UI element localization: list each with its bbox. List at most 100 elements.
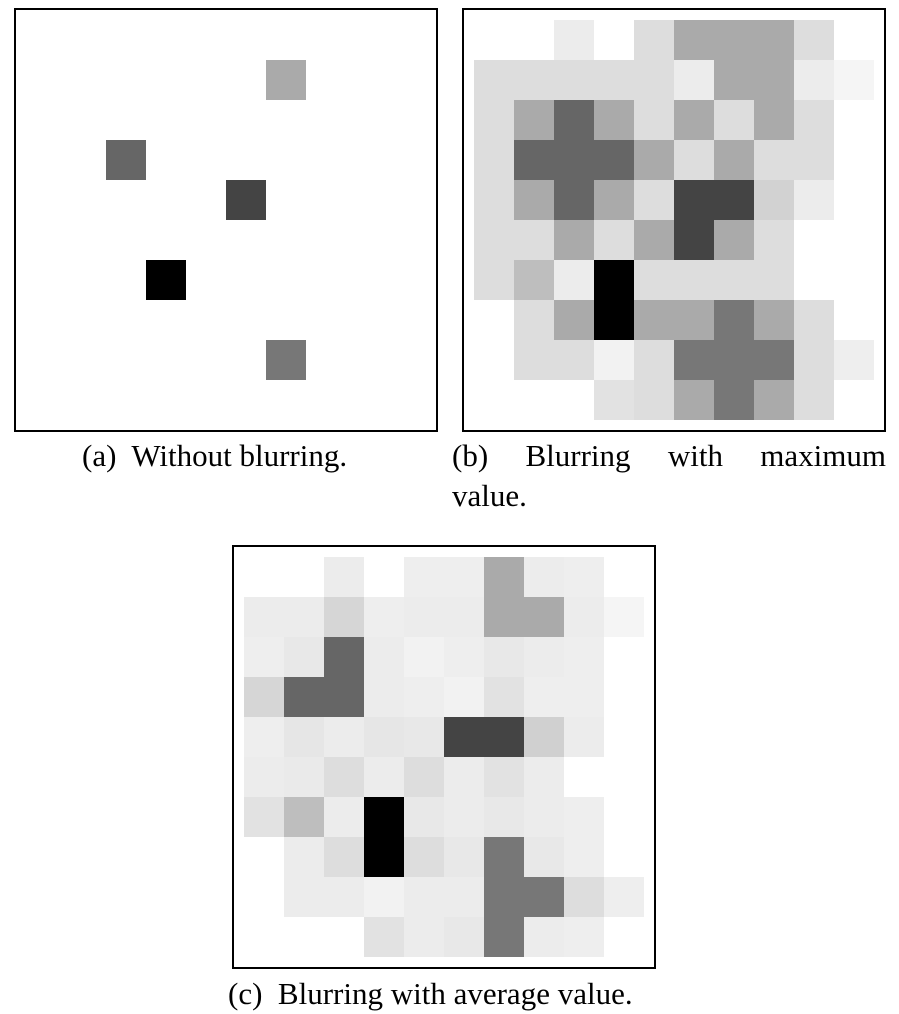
pixel-c-r7-c6 [484,837,524,877]
caption-c-word-2: with [390,976,446,1011]
pixel-b-r0-c8 [794,20,834,60]
pixel-b-r2-c7 [754,100,794,140]
pixel-grid-a [106,60,306,380]
pixel-c-r2-c8 [564,637,604,677]
pixel-b-r9-c6 [714,380,754,420]
pixel-c-r4-c6 [484,717,524,757]
pixel-b-r3-c1 [514,140,554,180]
pixel-b-r0-c6 [714,20,754,60]
pixel-a-r3-c2 [106,140,146,180]
pixel-c-r3-c7 [524,677,564,717]
pixel-b-r2-c2 [554,100,594,140]
pixel-b-r8-c6 [714,340,754,380]
pixel-a-r1-c6 [266,60,306,100]
pixel-b-r2-c8 [794,100,834,140]
pixel-b-r6-c2 [554,260,594,300]
panel-c-average-blurring [232,545,656,969]
caption-c: (c) Blurring with average value. [228,974,633,1014]
caption-a-word-2: blurring. [239,438,348,473]
pixel-c-r7-c2 [324,837,364,877]
pixel-b-r6-c4 [634,260,674,300]
pixel-c-r8-c9 [604,877,644,917]
pixel-c-r0-c7 [524,557,564,597]
pixel-b-r8-c8 [794,340,834,380]
pixel-b-r4-c8 [794,180,834,220]
pixel-c-r6-c1 [284,797,324,837]
caption-b-word-3: maximum [760,438,886,473]
pixel-c-r6-c2 [324,797,364,837]
pixel-b-r5-c4 [634,220,674,260]
pixel-c-r4-c1 [284,717,324,757]
pixel-b-r1-c3 [594,60,634,100]
pixel-b-r7-c5 [674,300,714,340]
pixel-b-r8-c2 [554,340,594,380]
caption-b: (b) Blurring with maximum value. [452,436,886,516]
pixel-b-r5-c6 [714,220,754,260]
pixel-c-r0-c2 [324,557,364,597]
pixel-b-r7-c8 [794,300,834,340]
pixel-b-r6-c6 [714,260,754,300]
pixel-c-r5-c0 [244,757,284,797]
pixel-c-r4-c5 [444,717,484,757]
pixel-c-r3-c2 [324,677,364,717]
caption-c-word-4: value. [557,976,633,1011]
pixel-b-r0-c2 [554,20,594,60]
pixel-b-r8-c1 [514,340,554,380]
pixel-c-r7-c4 [404,837,444,877]
pixel-c-r0-c4 [404,557,444,597]
pixel-b-r0-c5 [674,20,714,60]
pixel-c-r1-c4 [404,597,444,637]
pixel-b-r7-c1 [514,300,554,340]
pixel-b-r6-c3 [594,260,634,300]
pixel-b-r1-c5 [674,60,714,100]
pixel-c-r9-c4 [404,917,444,957]
pixel-b-r6-c5 [674,260,714,300]
pixel-b-r5-c0 [474,220,514,260]
pixel-b-r2-c5 [674,100,714,140]
pixel-b-r4-c6 [714,180,754,220]
pixel-a-r8-c6 [266,340,306,380]
pixel-b-r2-c4 [634,100,674,140]
pixel-c-r2-c3 [364,637,404,677]
pixel-c-r3-c0 [244,677,284,717]
pixel-b-r1-c8 [794,60,834,100]
pixel-c-r8-c7 [524,877,564,917]
pixel-c-r8-c3 [364,877,404,917]
pixel-grid-b [474,20,874,420]
pixel-c-r5-c2 [324,757,364,797]
pixel-c-r8-c1 [284,877,324,917]
pixel-b-r9-c7 [754,380,794,420]
pixel-c-r9-c5 [444,917,484,957]
pixel-b-r1-c0 [474,60,514,100]
pixel-b-r5-c3 [594,220,634,260]
pixel-b-r3-c3 [594,140,634,180]
pixel-c-r1-c5 [444,597,484,637]
pixel-c-r4-c3 [364,717,404,757]
pixel-c-r8-c2 [324,877,364,917]
pixel-c-r8-c4 [404,877,444,917]
pixel-a-r4-c5 [226,180,266,220]
pixel-c-r2-c4 [404,637,444,677]
pixel-c-r2-c2 [324,637,364,677]
pixel-c-r2-c6 [484,637,524,677]
pixel-b-r6-c1 [514,260,554,300]
pixel-c-r7-c1 [284,837,324,877]
pixel-b-r3-c5 [674,140,714,180]
pixel-a-r6-c3 [146,260,186,300]
caption-a-tag: (a) [82,438,117,473]
pixel-c-r2-c0 [244,637,284,677]
pixel-c-r1-c0 [244,597,284,637]
pixel-b-r6-c0 [474,260,514,300]
pixel-c-r5-c1 [284,757,324,797]
pixel-c-r1-c3 [364,597,404,637]
pixel-b-r8-c3 [594,340,634,380]
pixel-b-r1-c2 [554,60,594,100]
pixel-c-r9-c3 [364,917,404,957]
pixel-b-r7-c3 [594,300,634,340]
pixel-b-r4-c3 [594,180,634,220]
pixel-c-r6-c3 [364,797,404,837]
pixel-c-r6-c0 [244,797,284,837]
caption-c-word-1: Blurring [277,976,383,1011]
pixel-c-r1-c2 [324,597,364,637]
pixel-b-r9-c8 [794,380,834,420]
